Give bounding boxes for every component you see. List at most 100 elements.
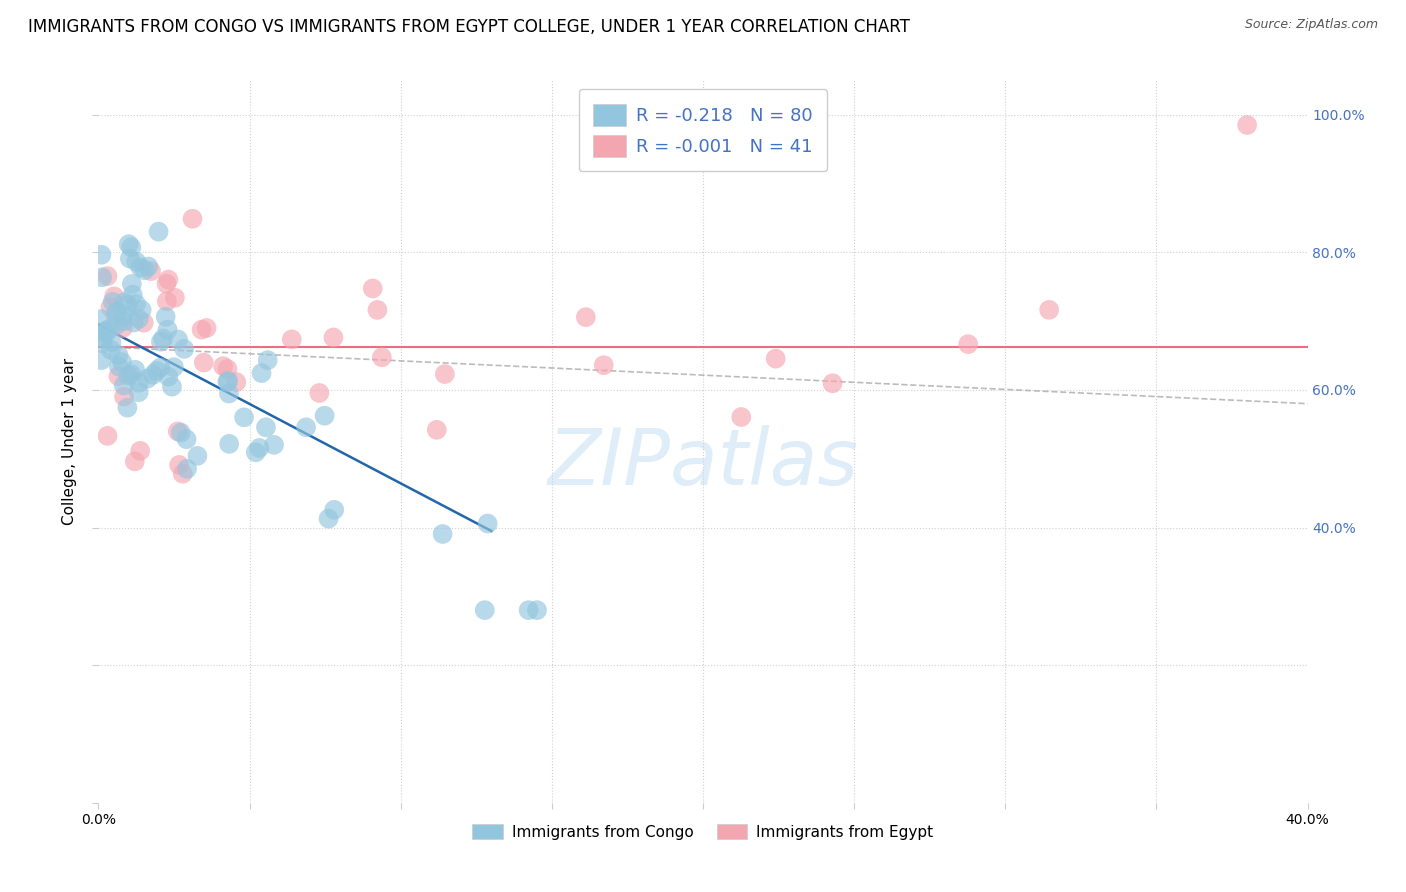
Point — [263, 438, 285, 452]
Point — [142, 368, 165, 382]
Point — [104, 308, 127, 322]
Point — [225, 375, 247, 389]
Point — [170, 425, 193, 440]
Point — [91, 270, 114, 285]
Point — [318, 511, 340, 525]
Point — [433, 367, 456, 381]
Point — [105, 318, 128, 332]
Point — [371, 350, 394, 364]
Point — [128, 385, 150, 400]
Point — [245, 445, 267, 459]
Point — [163, 291, 186, 305]
Point — [323, 503, 346, 517]
Point — [131, 302, 153, 317]
Point — [217, 374, 239, 388]
Point — [730, 409, 752, 424]
Point — [155, 277, 177, 291]
Point — [103, 289, 125, 303]
Point — [134, 263, 156, 277]
Point — [121, 277, 143, 291]
Point — [477, 516, 499, 531]
Point — [176, 462, 198, 476]
Point — [128, 376, 150, 390]
Point — [128, 311, 150, 326]
Point — [426, 423, 449, 437]
Point — [132, 316, 155, 330]
Point — [96, 429, 118, 443]
Point — [112, 378, 135, 392]
Point — [100, 343, 122, 357]
Point — [167, 333, 190, 347]
Point — [112, 314, 135, 328]
Point — [166, 425, 188, 439]
Point — [247, 441, 270, 455]
Point — [218, 437, 240, 451]
Point — [1038, 302, 1060, 317]
Point — [111, 355, 134, 369]
Point — [148, 225, 170, 239]
Point — [124, 363, 146, 377]
Point — [100, 335, 122, 350]
Point — [432, 527, 454, 541]
Point — [155, 310, 177, 324]
Point — [90, 248, 112, 262]
Legend: Immigrants from Congo, Immigrants from Egypt: Immigrants from Congo, Immigrants from E… — [467, 818, 939, 846]
Point — [592, 358, 614, 372]
Point — [90, 353, 112, 368]
Point — [517, 603, 540, 617]
Point — [152, 332, 174, 346]
Point — [193, 355, 215, 369]
Point — [181, 211, 204, 226]
Point — [117, 298, 139, 312]
Point — [366, 302, 388, 317]
Point — [125, 254, 148, 268]
Point — [129, 443, 152, 458]
Point — [149, 360, 172, 375]
Point — [957, 337, 980, 351]
Point — [173, 342, 195, 356]
Point — [108, 359, 131, 374]
Point — [195, 321, 218, 335]
Point — [281, 332, 304, 346]
Point — [167, 458, 190, 472]
Point — [112, 309, 135, 323]
Point — [218, 386, 240, 401]
Point — [256, 353, 278, 368]
Point — [118, 252, 141, 266]
Point — [121, 287, 143, 301]
Point — [139, 264, 162, 278]
Point — [111, 321, 134, 335]
Point — [145, 364, 167, 378]
Point — [149, 334, 172, 349]
Point — [90, 312, 112, 326]
Point — [308, 386, 330, 401]
Point — [233, 410, 256, 425]
Point — [100, 300, 122, 314]
Text: ZIPatlas: ZIPatlas — [547, 425, 859, 501]
Point — [96, 326, 118, 340]
Text: Source: ZipAtlas.com: Source: ZipAtlas.com — [1244, 18, 1378, 31]
Point — [156, 323, 179, 337]
Point — [157, 272, 180, 286]
Point — [107, 348, 129, 362]
Point — [120, 368, 142, 382]
Point — [91, 331, 114, 345]
Point — [157, 369, 180, 384]
Point — [176, 432, 198, 446]
Point — [250, 366, 273, 380]
Point — [122, 315, 145, 329]
Point — [136, 372, 159, 386]
Point — [295, 420, 318, 434]
Point — [821, 376, 844, 391]
Point — [160, 379, 183, 393]
Point — [101, 294, 124, 309]
Point — [172, 467, 194, 481]
Point — [138, 260, 160, 274]
Point — [107, 369, 129, 384]
Point — [129, 260, 152, 275]
Point — [217, 362, 239, 376]
Point — [212, 359, 235, 374]
Point — [361, 281, 384, 295]
Point — [765, 351, 787, 366]
Point — [575, 310, 598, 325]
